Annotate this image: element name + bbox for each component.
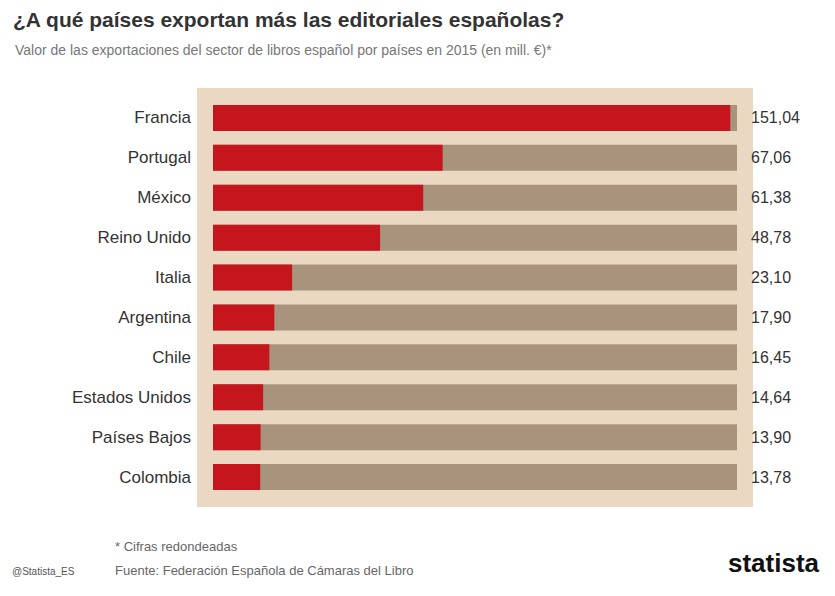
svg-text:48,78: 48,78 [751,229,791,246]
svg-text:Francia: Francia [134,108,191,127]
svg-text:Italia: Italia [155,268,191,287]
svg-text:Valor de las exportaciones del: Valor de las exportaciones del sector de… [15,42,552,58]
svg-text:14,64: 14,64 [751,389,791,406]
svg-text:13,90: 13,90 [751,429,791,446]
svg-text:13,78: 13,78 [751,469,791,486]
svg-text:statista: statista [728,548,820,578]
svg-text:Portugal: Portugal [128,148,191,167]
svg-text:Colombia: Colombia [119,468,191,487]
svg-text:Reino Unido: Reino Unido [97,228,191,247]
svg-text:@Statista_ES: @Statista_ES [12,566,75,577]
svg-text:151,04: 151,04 [751,109,800,126]
svg-text:* Cifras redondeadas: * Cifras redondeadas [115,539,238,554]
svg-text:17,90: 17,90 [751,309,791,326]
svg-text:67,06: 67,06 [751,149,791,166]
svg-text:Fuente: Federación Española de: Fuente: Federación Española de Cámaras d… [115,563,413,578]
svg-text:16,45: 16,45 [751,349,791,366]
svg-text:¿A qué países exportan más las: ¿A qué países exportan más las editorial… [13,8,564,31]
svg-text:61,38: 61,38 [751,189,791,206]
svg-text:23,10: 23,10 [751,269,791,286]
svg-text:Países Bajos: Países Bajos [92,428,191,447]
svg-text:Estados Unidos: Estados Unidos [72,388,191,407]
svg-text:México: México [137,188,191,207]
svg-text:Chile: Chile [152,348,191,367]
svg-text:Argentina: Argentina [118,308,191,327]
